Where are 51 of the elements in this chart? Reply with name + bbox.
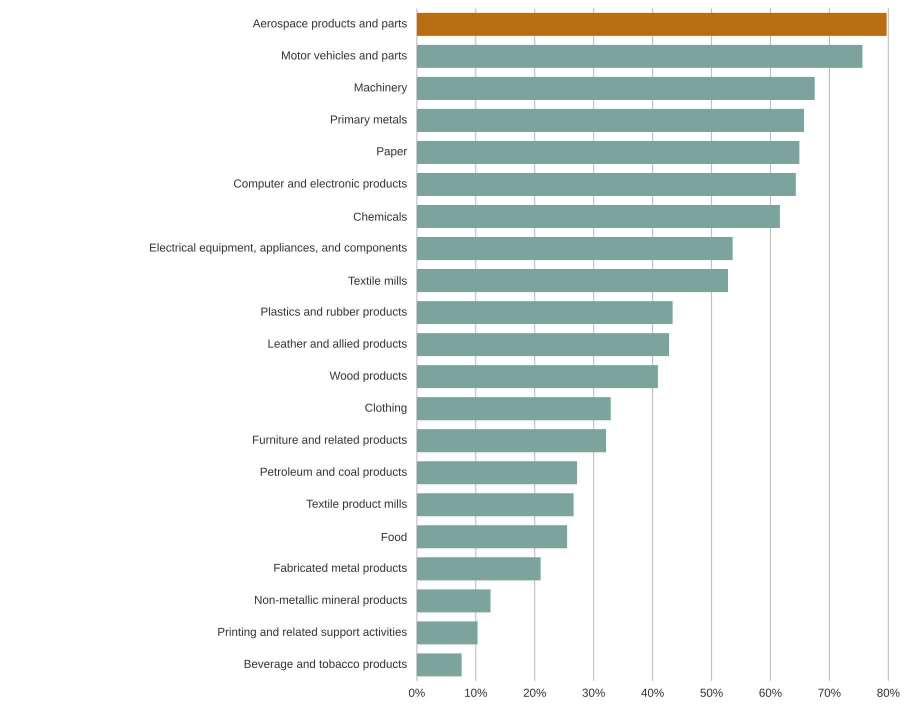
y-tick-label: Wood products bbox=[330, 371, 407, 382]
bar bbox=[416, 77, 815, 100]
y-tick-label: Machinery bbox=[354, 83, 408, 94]
y-tick-label: Aerospace products and parts bbox=[252, 19, 407, 30]
bar bbox=[416, 525, 568, 549]
x-tick-label: 40% bbox=[641, 688, 664, 698]
y-tick-label: Food bbox=[382, 532, 406, 542]
y-tick-label: Paper bbox=[377, 148, 408, 158]
bar bbox=[416, 654, 462, 677]
y-tick-label: Primary metals bbox=[330, 115, 407, 126]
y-tick-label: Motor vehicles and parts bbox=[282, 51, 407, 62]
x-tick-label: 50% bbox=[700, 688, 723, 698]
bar bbox=[416, 590, 490, 613]
x-tick-label: 0% bbox=[408, 688, 425, 698]
bar bbox=[416, 237, 733, 260]
y-tick-label: Plastics and rubber products bbox=[261, 307, 407, 318]
y-tick-label: Electrical equipment, appliances, and components bbox=[150, 243, 407, 254]
bar bbox=[416, 301, 673, 324]
bar bbox=[416, 622, 478, 645]
bar bbox=[416, 461, 578, 484]
bar bbox=[416, 397, 611, 420]
x-tick-label: 20% bbox=[524, 688, 546, 698]
bar bbox=[416, 493, 574, 517]
bar bbox=[416, 141, 800, 164]
y-tick-label: Petroleum and coal products bbox=[260, 468, 407, 478]
x-tick-label: 10% bbox=[465, 688, 487, 698]
bar bbox=[416, 205, 780, 228]
bar bbox=[416, 13, 887, 36]
x-tick-label: 60% bbox=[759, 688, 782, 698]
bar bbox=[416, 429, 606, 452]
bar bbox=[416, 269, 728, 292]
y-tick-label: Fabricated metal products bbox=[274, 564, 407, 574]
bar bbox=[416, 45, 862, 68]
y-tick-label: Chemicals bbox=[354, 212, 407, 221]
y-tick-label: Printing and related support activities bbox=[218, 628, 407, 638]
y-tick-label: Leather and allied products bbox=[268, 339, 407, 350]
y-tick-label: Beverage and tobacco products bbox=[244, 660, 407, 671]
y-tick-label: Clothing bbox=[365, 403, 406, 414]
x-tick-label: 70% bbox=[818, 688, 841, 698]
y-tick-label: Computer and electronic products bbox=[234, 179, 407, 190]
bar bbox=[416, 333, 670, 356]
y-tick-label: Textile mills bbox=[348, 276, 407, 286]
y-tick-label: Textile product mills bbox=[306, 500, 407, 510]
x-tick-label: 30% bbox=[582, 688, 605, 698]
y-tick-label: Furniture and related products bbox=[253, 436, 407, 446]
bar bbox=[416, 365, 658, 388]
bar bbox=[416, 173, 796, 196]
y-tick-label: Non-metallic mineral products bbox=[255, 596, 407, 606]
bar bbox=[416, 109, 804, 132]
bar bbox=[416, 558, 541, 581]
x-tick-label: 80% bbox=[877, 688, 900, 698]
